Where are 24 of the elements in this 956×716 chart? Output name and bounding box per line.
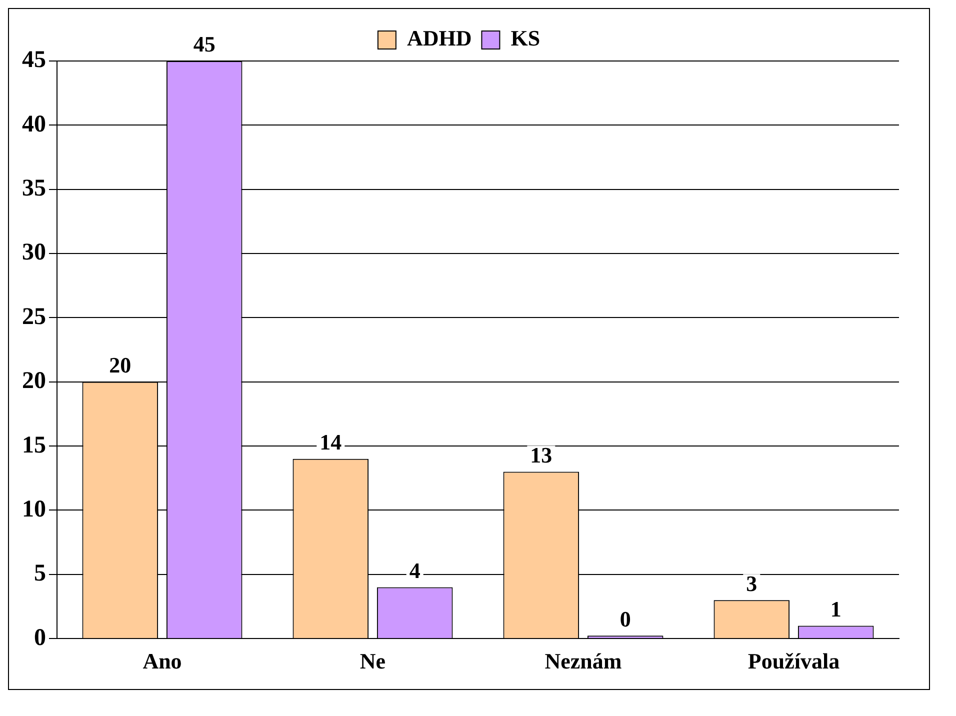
data-label: 45	[193, 32, 216, 57]
data-label: 0	[620, 606, 631, 632]
x-tick-label: Ne	[360, 648, 386, 674]
x-tick-label: Neznám	[544, 648, 622, 674]
x-tick-label: Ano	[142, 648, 182, 674]
y-tick-label: 5	[34, 560, 46, 587]
y-tick-label: 10	[22, 496, 46, 522]
y-tick-label: 15	[22, 432, 46, 458]
y-tick-label: 0	[34, 624, 46, 651]
data-label: 14	[320, 430, 342, 455]
data-label: 3	[746, 570, 758, 596]
y-tick-label: 40	[22, 111, 46, 138]
y-tick-label: 35	[22, 176, 46, 202]
y-tick-label: 30	[22, 240, 46, 266]
y-tick-label: 45	[22, 47, 46, 74]
data-label: 1	[830, 596, 842, 622]
y-tick-label: 25	[22, 304, 46, 330]
data-label: 20	[109, 352, 132, 378]
legend-label: KS	[510, 26, 540, 51]
legend-label: ADHD	[406, 26, 472, 51]
x-tick-label: Používala	[748, 648, 840, 674]
data-label: 13	[530, 442, 552, 468]
y-tick-label: 20	[22, 368, 46, 394]
data-label: 4	[409, 558, 420, 583]
